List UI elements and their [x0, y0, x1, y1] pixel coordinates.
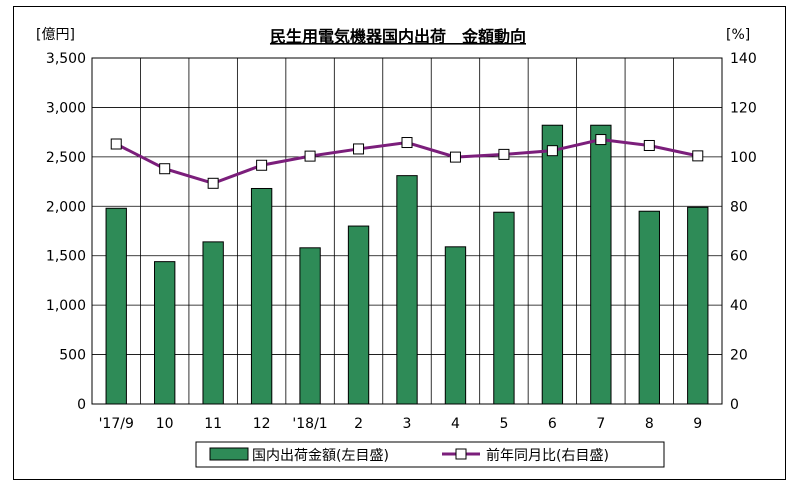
left-tick-label: 1,500	[46, 249, 86, 265]
legend-bar-label: 国内出荷金額(左目盛)	[252, 448, 389, 464]
line-marker	[643, 139, 655, 151]
x-tick-label: 6	[548, 416, 557, 432]
x-tick-label: 3	[403, 416, 412, 432]
right-tick-label: 80	[730, 199, 748, 215]
x-tick-label: 8	[645, 416, 654, 432]
x-tick-label: 12	[253, 416, 271, 432]
legend-line-label: 前年同月比(右目盛)	[486, 447, 609, 464]
bar	[299, 247, 321, 405]
bar-series	[105, 124, 709, 405]
bar	[396, 175, 418, 405]
right-tick-label: 60	[730, 249, 748, 265]
x-tick-label: '17/9	[99, 416, 134, 432]
line-marker	[498, 148, 510, 160]
bar	[493, 211, 515, 405]
x-tick-label: 4	[451, 416, 460, 432]
x-tick-label: 9	[693, 416, 702, 432]
x-tick-label: '18/1	[292, 416, 327, 432]
line-series	[110, 134, 704, 189]
legend-box	[195, 441, 665, 468]
bar	[105, 207, 127, 405]
bar	[154, 261, 176, 405]
line-marker	[595, 134, 607, 146]
bar	[444, 246, 467, 405]
x-tick-label: 2	[354, 416, 363, 432]
line-marker	[159, 163, 171, 175]
legend-bar-swatch	[209, 447, 249, 461]
left-tick-label: 0	[77, 397, 86, 413]
left-tick-label: 500	[59, 348, 86, 364]
bar	[202, 241, 224, 405]
bar	[541, 124, 564, 405]
chart-title: 民生用電気機器国内出荷 金額動向	[270, 27, 526, 46]
x-axis-ticks: '17/9 10 11 12 '18/1 2 3 4 5 6 7 8 9	[99, 416, 703, 432]
left-tick-label: 1,000	[46, 298, 86, 314]
left-tick-label: 3,500	[46, 51, 86, 67]
left-tick-label: 2,500	[46, 150, 86, 166]
right-tick-label: 40	[730, 298, 748, 314]
line-marker	[449, 151, 461, 163]
line-marker	[401, 137, 413, 149]
right-tick-label: 20	[730, 348, 748, 364]
line-marker	[256, 159, 268, 171]
right-axis-ticks: 0 20 40 60 80 100 120 140	[730, 51, 757, 413]
left-axis-unit: [億円]	[36, 27, 75, 43]
x-tick-label: 5	[499, 416, 508, 432]
bar	[347, 225, 370, 405]
bar	[250, 187, 273, 405]
line-marker	[353, 143, 365, 155]
x-tick-label: 11	[204, 416, 222, 432]
bar	[590, 124, 612, 405]
line-marker	[110, 138, 122, 150]
left-tick-label: 2,000	[46, 199, 86, 215]
x-tick-label: 7	[596, 416, 605, 432]
line-marker	[692, 150, 704, 162]
right-axis-unit: [%]	[726, 27, 750, 43]
line-marker	[207, 177, 219, 189]
right-tick-label: 120	[730, 100, 757, 116]
left-axis-ticks: 0 500 1,000 1,500 2,000 2,500 3,000 3,500	[46, 51, 86, 413]
left-tick-label: 3,000	[46, 100, 86, 116]
right-tick-label: 0	[730, 397, 739, 413]
bar	[687, 206, 709, 405]
right-tick-label: 140	[730, 51, 757, 67]
legend-line-marker	[455, 448, 467, 460]
right-tick-label: 100	[730, 150, 757, 166]
line-marker	[304, 150, 316, 162]
legend: 国内出荷金額(左目盛) 前年同月比(右目盛)	[195, 441, 665, 468]
line-marker	[546, 145, 558, 157]
cropped-top-strip	[0, 0, 800, 4]
bar	[638, 210, 660, 405]
x-tick-label: 10	[156, 416, 174, 432]
